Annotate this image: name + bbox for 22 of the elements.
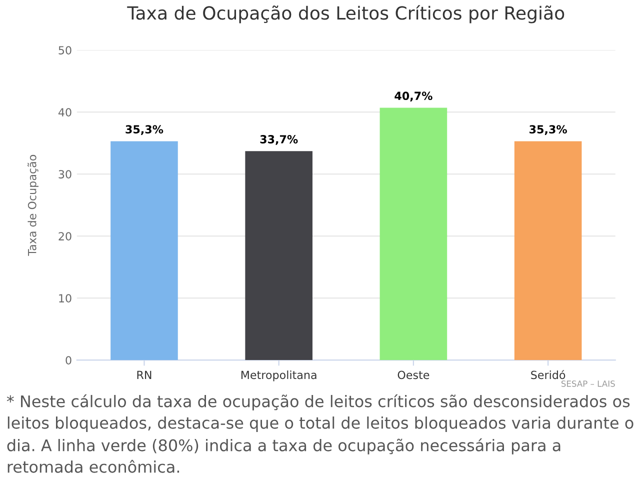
data-label: 35,3% bbox=[530, 125, 567, 135]
y-tick-label: 50 bbox=[58, 46, 72, 54]
chart-title: Taxa de Ocupação dos Leitos Críticos por Região bbox=[127, 5, 564, 24]
y-tick-label: 20 bbox=[58, 232, 72, 240]
data-label: 40,7% bbox=[394, 92, 432, 102]
text: SESAP – LAIS bbox=[561, 380, 615, 387]
y-axis-title: Taxa de Ocupação bbox=[28, 154, 38, 256]
bar bbox=[514, 141, 582, 360]
y-tick-label: 40 bbox=[58, 108, 72, 116]
bar bbox=[380, 108, 448, 360]
data-label: 33,7% bbox=[260, 135, 298, 145]
bar bbox=[110, 141, 178, 360]
x-tick-label: RN bbox=[137, 370, 152, 379]
y-tick-label: 10 bbox=[59, 294, 72, 302]
bar bbox=[245, 151, 312, 360]
x-tick-label: Oeste bbox=[398, 370, 430, 380]
y-tick-label: 0 bbox=[66, 356, 72, 364]
x-tick-label: Metropolitana bbox=[241, 370, 316, 382]
data-label: 35,3% bbox=[126, 125, 164, 135]
y-tick-label: 30 bbox=[58, 170, 72, 178]
text: * Neste cálculo da taxa de ocupação de leitos críticos são desconsiderados os leitos bloqueados, destaca-se que o total de leitos bloqueados varia durante o dia. A linha verde (80%) indica a taxa de ocupação necessária para a retomada econômica. bbox=[6, 394, 634, 473]
x-tick-label: Seridó bbox=[531, 370, 566, 380]
